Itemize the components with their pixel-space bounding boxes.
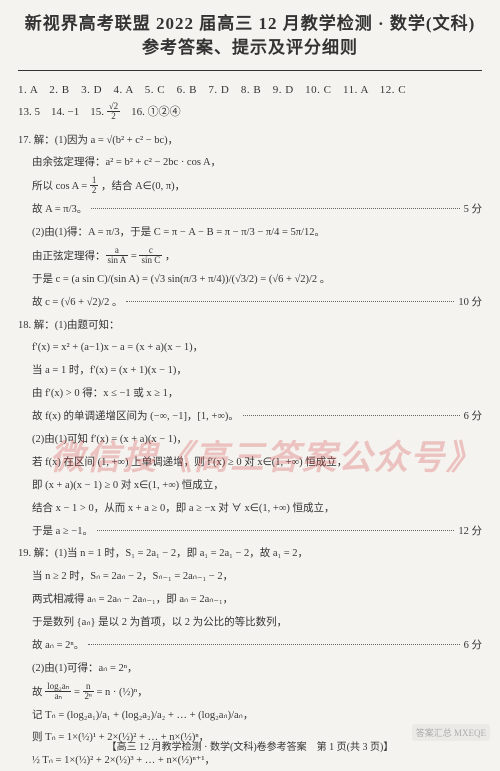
q18-line9: 结合 x − 1 > 0，从而 x + a ≥ 0，即 a ≥ −x 对 ∀ x… [18,500,482,519]
q18-line8: 即 (x + a)(x − 1) ≥ 0 对 x∈(1, +∞) 恒成立， [18,477,482,496]
q19-line5: 故 aₙ = 2ⁿ。 [32,637,84,656]
dots [126,301,454,302]
q19-line2: 当 n ≥ 2 时，Sₙ = 2aₙ − 2，Sₙ₋₁ = 2aₙ₋₁ − 2， [18,568,482,587]
q18-score2: 12 分 [458,523,482,542]
q18-line5: 故 f(x) 的单调递增区间为 (−∞, −1]，[1, +∞)。 [32,408,239,427]
q18-line7: 若 f(x) 在区间 (1, +∞) 上单调递增，则 f′(x) ≥ 0 对 x… [18,454,482,473]
mc-answers-row1: 1. A 2. B 3. D 4. A 5. C 6. B 7. D 8. B … [18,81,482,97]
title-line-1: 新视界高考联盟 2022 届高三 12 月教学检测 · 数学(文科) [18,12,482,36]
q17-line7: 于是 c = (a sin C)/(sin A) = (√3 sin(π/3 +… [18,271,482,290]
q18-line2: f′(x) = x² + (a−1)x − a = (x + a)(x − 1)… [18,339,482,358]
dots [91,208,459,209]
q17-score2: 10 分 [458,294,482,313]
q18-score1: 6 分 [464,408,482,427]
q19-line8: 记 Tₙ = (log₂a₁)/a₁ + (log₂a₂)/a₂ + … + (… [18,707,482,726]
dots [88,644,459,645]
dots [97,530,454,531]
q17-line1: 17. 解：(1)因为 a = √(b² + c² − bc)， [18,132,482,151]
q19-line3: 两式相减得 aₙ = 2aₙ − 2aₙ₋₁，即 aₙ = 2aₙ₋₁， [18,591,482,610]
q19-line10: ½ Tₙ = 1×(½)² + 2×(½)³ + … + n×(½)ⁿ⁺¹， [18,752,482,771]
fill-suffix: 16. ①②④ [120,106,181,118]
dots [243,415,460,416]
fill-prefix: 13. 5 14. −1 15. [18,106,107,118]
q17-line3: 所以 cos A = 12 ，结合 A∈(0, π)， [18,177,482,197]
q19-line1: 19. 解：(1)当 n = 1 时，S₁ = 2a₁ − 2，即 a₁ = 2… [18,545,482,564]
q17-line5: (2)由(1)得：A = π/3，于是 C = π − A − B = π − … [18,224,482,243]
frac-sqrt2-2: √22 [107,102,120,121]
mc-answers-row2: 13. 5 14. −1 15. √22 16. ①②④ [18,103,482,122]
q19-line6: (2)由(1)可得：aₙ = 2ⁿ， [18,660,482,679]
title-line-2: 参考答案、提示及评分细则 [18,36,482,60]
q17-score1: 5 分 [464,201,482,220]
q19-score1: 6 分 [464,637,482,656]
q17-line4: 故 A = π/3。 [32,201,87,220]
page-footer: 【高三 12 月教学检测 · 数学(文科)卷参考答案 第 1 页(共 3 页)】 [0,738,500,753]
q17-line6: 由正弦定理得：asin A = csin C ， [18,247,482,267]
divider [18,70,482,71]
q19-line7: 故 log₂aₙaₙ = n2ⁿ = n · (½)ⁿ， [18,683,482,703]
q18-line1: 18. 解：(1)由题可知： [18,317,482,336]
q18-line3: 当 a = 1 时，f′(x) = (x + 1)(x − 1)， [18,362,482,381]
q17-line8: 故 c = (√6 + √2)/2 。 [32,294,122,313]
q18-line10: 于是 a ≥ −1。 [32,523,93,542]
q19-line4: 于是数列 {aₙ} 是以 2 为首项，以 2 为公比的等比数列， [18,614,482,633]
q18-line6: (2)由(1)可知 f′(x) = (x + a)(x − 1)， [18,431,482,450]
q18-line4: 由 f′(x) > 0 得：x ≤ −1 或 x ≥ 1， [18,385,482,404]
q17-line2: 由余弦定理得：a² = b² + c² − 2bc · cos A， [18,154,482,173]
